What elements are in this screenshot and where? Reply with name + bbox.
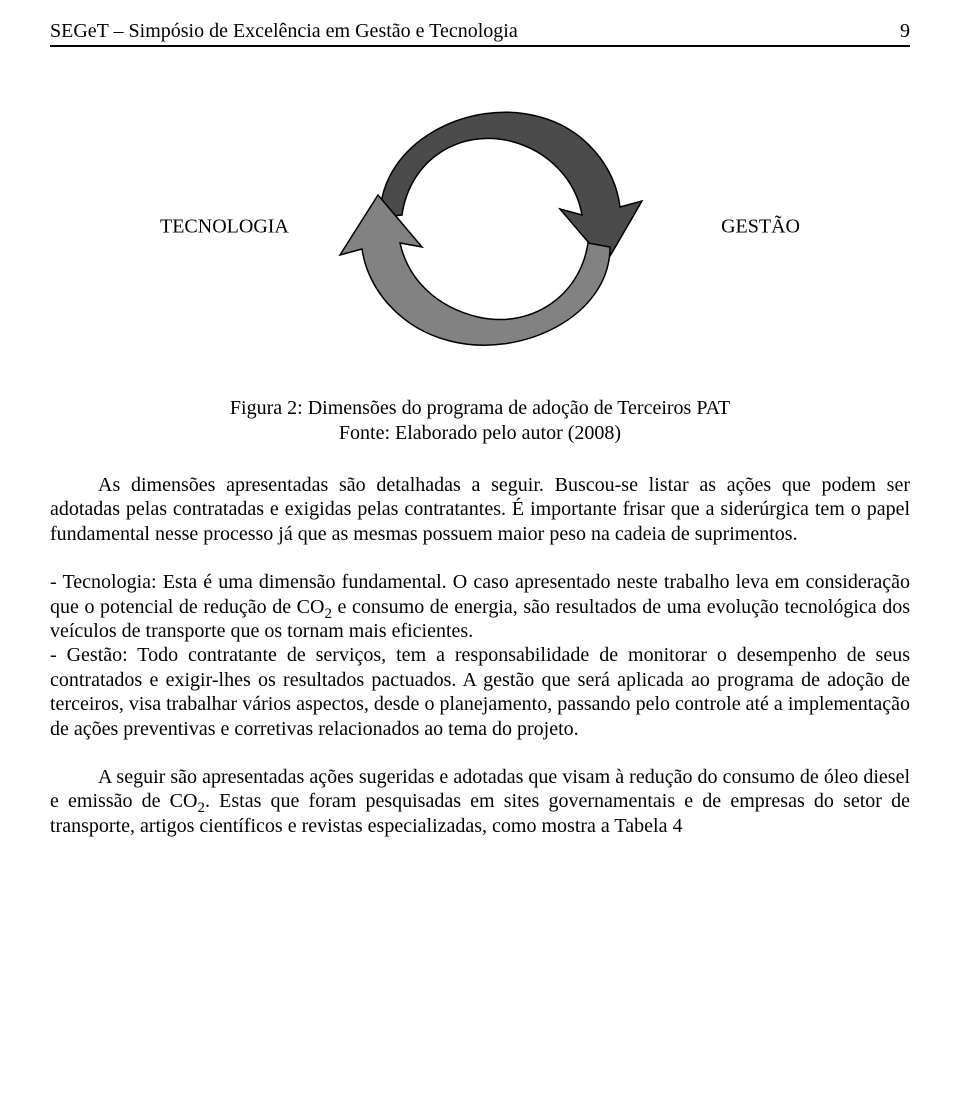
paragraph-tecnologia: - Tecnologia: Esta é uma dimensão fundam… <box>50 570 910 643</box>
cycle-diagram: TECNOLOGIA GESTÃO <box>50 87 910 367</box>
figure-caption: Figura 2: Dimensões do programa de adoçã… <box>50 397 910 420</box>
cycle-arrows-svg <box>310 87 650 367</box>
diagram-label-left: TECNOLOGIA <box>160 216 289 239</box>
page-header: SEGeT – Simpósio de Excelência em Gestão… <box>50 20 910 47</box>
header-title: SEGeT – Simpósio de Excelência em Gestão… <box>50 20 518 43</box>
top-cycle-arrow <box>380 112 642 263</box>
page-number: 9 <box>900 20 910 43</box>
diagram-label-right: GESTÃO <box>721 216 800 239</box>
figure-source: Fonte: Elaborado pelo autor (2008) <box>50 422 910 445</box>
paragraph-closing: A seguir são apresentadas ações sugerida… <box>50 765 910 838</box>
paragraph-gestao: - Gestão: Todo contratante de serviços, … <box>50 643 910 741</box>
paragraph-intro: As dimensões apresentadas são detalhadas… <box>50 473 910 546</box>
